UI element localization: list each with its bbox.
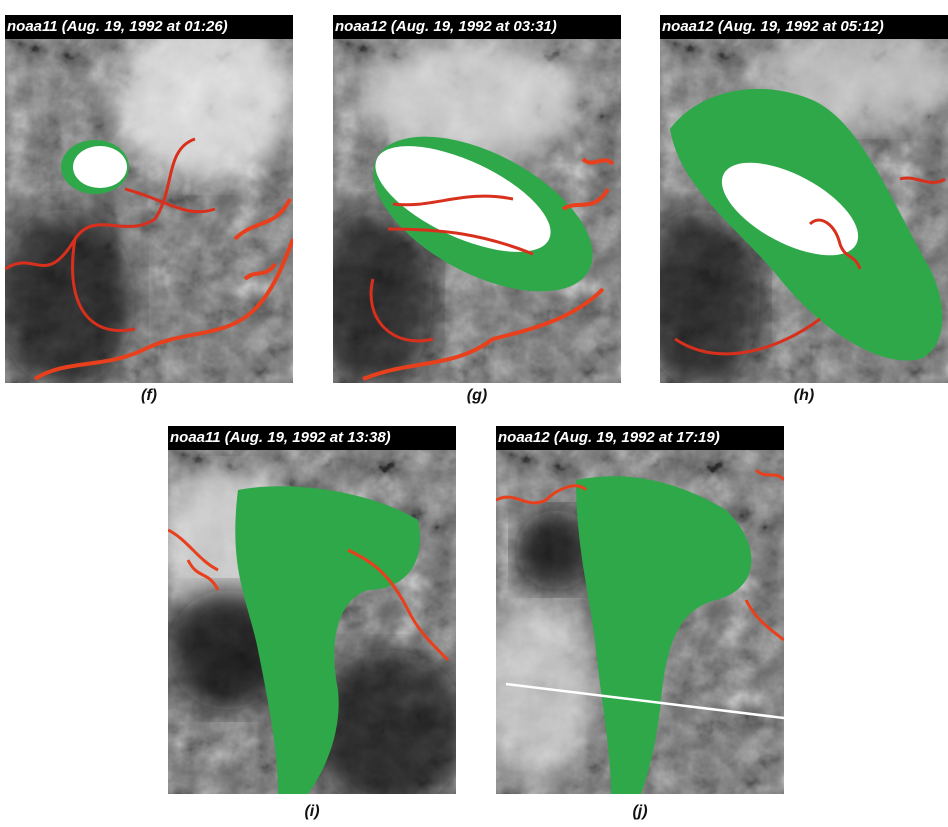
satellite-image <box>5 39 293 383</box>
panel-title: noaa11 (Aug. 19, 1992 at 01:26) <box>5 15 293 39</box>
satellite-image <box>168 450 456 794</box>
panel: noaa12 (Aug. 19, 1992 at 03:31) (g) <box>333 15 621 383</box>
panel-title: noaa12 (Aug. 19, 1992 at 03:31) <box>333 15 621 39</box>
satellite-image <box>333 39 621 383</box>
panel: noaa12 (Aug. 19, 1992 at 17:19) (j) <box>496 426 784 794</box>
panel-title: noaa12 (Aug. 19, 1992 at 17:19) <box>496 426 784 450</box>
panel-caption: (i) <box>168 803 456 821</box>
satellite-image <box>496 450 784 794</box>
panel-caption: (g) <box>333 387 621 405</box>
panel: noaa11 (Aug. 19, 1992 at 13:38) (i) <box>168 426 456 794</box>
panel-caption: (j) <box>496 803 784 821</box>
figure: noaa11 (Aug. 19, 1992 at 01:26) (f)noaa1… <box>0 0 948 827</box>
panel-caption: (h) <box>660 387 948 405</box>
panel: noaa12 (Aug. 19, 1992 at 05:12) (h) <box>660 15 948 383</box>
panel-title: noaa11 (Aug. 19, 1992 at 13:38) <box>168 426 456 450</box>
panel-title: noaa12 (Aug. 19, 1992 at 05:12) <box>660 15 948 39</box>
satellite-image <box>660 39 948 383</box>
panel-caption: (f) <box>5 387 293 405</box>
panel: noaa11 (Aug. 19, 1992 at 01:26) (f) <box>5 15 293 383</box>
